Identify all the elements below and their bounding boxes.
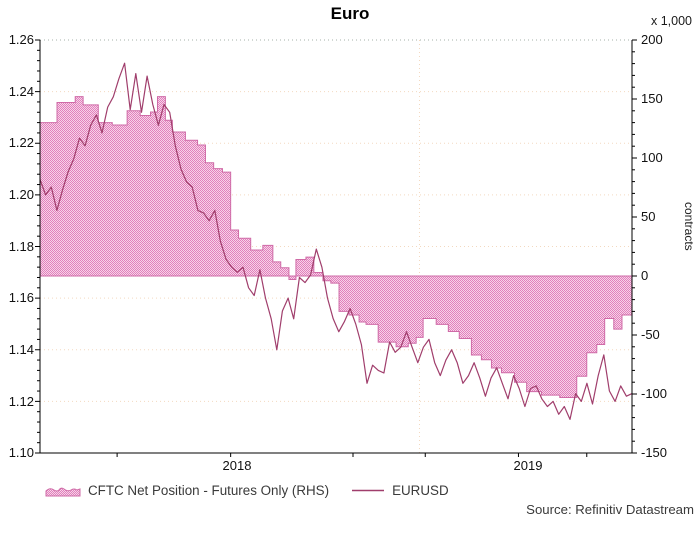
x-axis-tick-labels: 2018 2019 (223, 458, 543, 473)
eurusd-line (39, 62, 633, 420)
area-series-label: CFTC Net Position - Futures Only (RHS) (88, 483, 330, 498)
area-series-swatch-icon (45, 487, 81, 497)
line-series-label: EURUSD (392, 483, 449, 498)
left-axis-tick-label: 1.18 (9, 239, 34, 254)
right-axis-tick-label: 150 (641, 91, 663, 106)
chart-title: Euro (330, 4, 370, 23)
x-axis-year-label: 2019 (514, 458, 543, 473)
right-axis-tick-label: 50 (641, 209, 655, 224)
axes-and-ticks (35, 39, 637, 457)
left-axis-tick-label: 1.12 (9, 394, 34, 409)
right-axis-tick-label: -150 (641, 445, 667, 460)
right-axis-tick-labels: 200 150 100 50 0 -50 -100 -150 (641, 32, 667, 460)
right-axis-unit-label: x 1,000 (650, 14, 692, 28)
left-axis-tick-label: 1.26 (9, 32, 34, 47)
x-axis-year-label: 2018 (223, 458, 252, 473)
right-axis-tick-label: 0 (641, 268, 648, 283)
cftc-net-position-area (39, 96, 633, 399)
gridlines (40, 39, 632, 453)
left-axis-tick-label: 1.10 (9, 445, 34, 460)
right-axis-contracts-label: contracts (682, 202, 696, 251)
left-axis-tick-label: 1.20 (9, 187, 34, 202)
line-series-swatch-icon (352, 489, 385, 492)
data-series (39, 62, 633, 420)
source-attribution: Source: Refinitiv Datastream (526, 502, 694, 517)
left-axis-tick-labels: 1.26 1.24 1.22 1.20 1.18 1.16 1.14 1.12 … (9, 32, 34, 460)
left-axis-tick-label: 1.24 (9, 84, 34, 99)
left-axis-tick-label: 1.16 (9, 290, 34, 305)
left-axis-tick-label: 1.22 (9, 135, 34, 150)
left-axis-tick-label: 1.14 (9, 342, 34, 357)
right-axis-tick-label: -50 (641, 327, 660, 342)
right-axis-tick-label: 200 (641, 32, 663, 47)
chart-legend: CFTC Net Position - Futures Only (RHS) E… (45, 483, 449, 498)
right-axis-tick-label: -100 (641, 386, 667, 401)
right-axis-tick-label: 100 (641, 150, 663, 165)
